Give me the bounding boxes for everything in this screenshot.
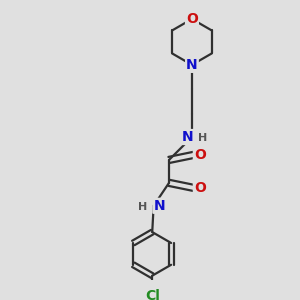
Text: N: N	[153, 199, 165, 213]
Text: O: O	[186, 12, 198, 26]
Text: O: O	[194, 181, 206, 195]
Text: O: O	[194, 148, 206, 162]
Text: Cl: Cl	[145, 289, 160, 300]
Text: N: N	[182, 130, 194, 144]
Text: H: H	[138, 202, 148, 212]
Text: N: N	[186, 58, 198, 72]
Text: H: H	[198, 134, 207, 143]
